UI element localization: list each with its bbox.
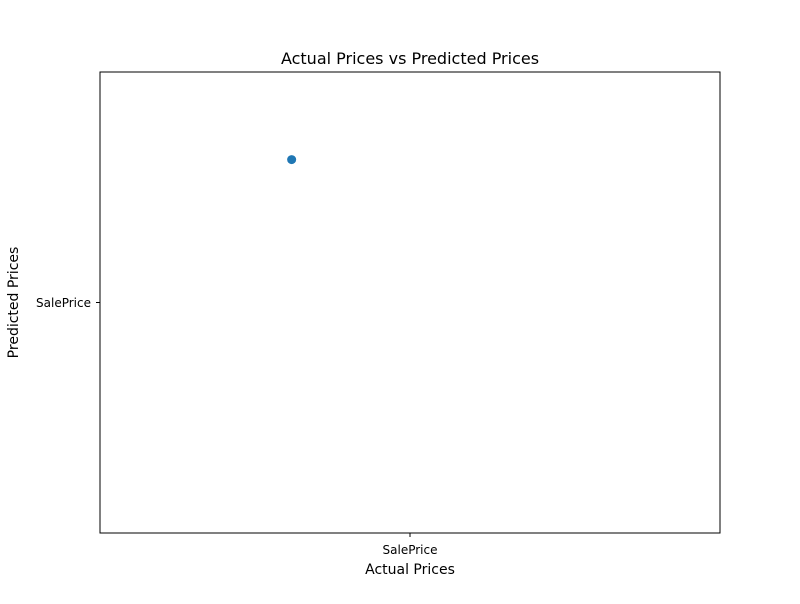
- scatter-point: [287, 155, 297, 165]
- plot-area: [99, 71, 721, 534]
- chart-title: Actual Prices vs Predicted Prices: [281, 49, 539, 68]
- y-tick-label: SalePrice: [36, 296, 91, 310]
- x-axis-ticks: SalePrice: [383, 533, 438, 557]
- data-points: [287, 155, 297, 165]
- y-axis-label: Predicted Prices: [6, 247, 22, 359]
- plot-frame: [99, 71, 721, 534]
- y-axis-ticks: SalePrice: [36, 296, 100, 310]
- x-tick-label: SalePrice: [383, 543, 438, 557]
- x-axis-label: Actual Prices: [365, 562, 455, 578]
